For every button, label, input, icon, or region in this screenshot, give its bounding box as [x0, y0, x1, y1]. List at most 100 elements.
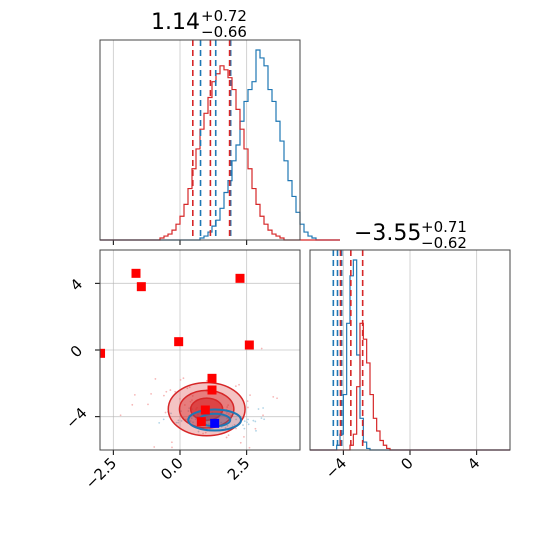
scatter-sample-dot: [257, 408, 260, 410]
scatter-ticklabel-y: 4: [67, 275, 86, 294]
scatter-ticklabel-x: −2.5: [82, 454, 120, 492]
scatter-sample-dot: [234, 385, 237, 388]
scatter-sample-dot: [180, 420, 183, 422]
scatter-sample-dot: [189, 420, 192, 422]
scatter-frame: [99, 249, 301, 451]
scatter-sample-dot: [248, 446, 251, 449]
scatter-sample-dot: [186, 387, 189, 390]
scatter-sample-dot: [119, 414, 122, 417]
scatter-sample-dot: [189, 400, 192, 403]
scatter-sample-dot: [220, 421, 223, 424]
scatter-sample-dot: [131, 403, 134, 406]
red-square-marker: [196, 417, 206, 427]
scatter-sample-dot: [182, 377, 185, 380]
scatter-sample-dot: [262, 407, 265, 409]
param1-title-upper: +0.72: [201, 7, 247, 25]
scatter-ticklabel-y: 0: [67, 342, 86, 361]
scatter-sample-dot: [188, 386, 191, 389]
red-square-marker: [100, 348, 106, 358]
hist1-series0-histogram-step: [100, 49, 340, 241]
red-square-marker: [244, 340, 254, 350]
scatter-sample-dot: [228, 413, 230, 415]
param1-title-lower: −0.66: [201, 23, 247, 41]
scatter-sample-dot: [202, 432, 204, 435]
histogram-panel-param1: [99, 39, 340, 245]
scatter-sample-dot: [238, 383, 240, 386]
scatter-sample-dot: [179, 379, 182, 381]
scatter-sample-dot: [242, 424, 244, 426]
scatter-sample-dot: [260, 347, 263, 350]
param2-title-median: −3.55: [354, 221, 421, 246]
scatter-sample-dot: [208, 423, 210, 425]
scatter-sample-dot: [254, 420, 257, 423]
param1-title: 1.14 +0.72 −0.66: [151, 7, 247, 41]
scatter-sample-dot: [191, 394, 194, 397]
scatter-sample-dot: [252, 419, 255, 422]
scatter-sample-dot: [243, 427, 246, 430]
scatter-sample-dot: [226, 424, 229, 427]
scatter-sample-dot: [179, 397, 181, 400]
scatter-sample-dot: [262, 414, 264, 417]
histogram-panel-param2: −4 0 4: [309, 249, 511, 482]
scatter-sample-dot: [194, 418, 197, 421]
scatter-sample-dot: [170, 441, 173, 444]
scatter-sample-dot: [272, 395, 275, 398]
hist1-series1-histogram-step: [100, 65, 340, 241]
scatter-sample-dot: [171, 446, 173, 449]
scatter-sample-dot: [225, 436, 228, 439]
scatter-ticklabel-y: −4: [62, 404, 90, 432]
scatter-sample-dot: [247, 423, 250, 426]
scatter-sample-dot: [227, 434, 230, 437]
scatter-sample-dot: [194, 464, 196, 466]
red-square-marker: [207, 385, 217, 395]
scatter-sample-dot: [163, 394, 165, 397]
param2-title-upper: +0.71: [421, 218, 467, 236]
hist2-ticklabel-x: 4: [464, 454, 483, 473]
scatter-sample-dot: [187, 410, 190, 412]
scatter-sample-dot: [276, 397, 278, 400]
scatter-sample-dot: [158, 421, 161, 424]
scatter-sample-dot: [322, 408, 324, 410]
scatter-sample-dot: [227, 404, 230, 407]
scatter-sample-dot: [247, 418, 249, 421]
scatter-sample-dot: [147, 403, 149, 406]
scatter-sample-dot: [177, 421, 180, 424]
scatter-sample-dot: [164, 411, 167, 414]
red-square-marker: [200, 405, 210, 415]
hist2-ticklabel-x: −4: [322, 454, 350, 482]
scatter-sample-dot: [197, 430, 200, 433]
scatter-sample-dot: [239, 441, 242, 444]
scatter-sample-dot: [192, 421, 194, 424]
scatter-sample-dot: [243, 436, 245, 438]
scatter-sample-dot: [246, 400, 249, 402]
scatter-contour-panel: −2.5 0.0 2.5 4 0 −4: [62, 249, 324, 502]
scatter-sample-dot: [190, 417, 193, 420]
scatter-sample-dot: [226, 417, 228, 420]
scatter-sample-dot: [175, 421, 178, 424]
scatter-sample-dot: [165, 390, 168, 393]
red-square-marker: [131, 268, 141, 278]
scatter-inner: [100, 268, 324, 502]
param2-title-lower: −0.62: [421, 234, 467, 252]
scatter-ticklabel-x: 2.5: [224, 454, 254, 484]
scatter-sample-dot: [233, 424, 236, 426]
scatter-sample-dot: [224, 426, 227, 429]
scatter-sample-dot: [148, 454, 150, 456]
param1-title-median: 1.14: [151, 10, 200, 35]
scatter-sample-dot: [226, 406, 229, 408]
scatter-sample-dot: [247, 406, 249, 409]
scatter-sample-dot: [171, 452, 173, 454]
red-square-marker: [207, 373, 217, 383]
hist1-frame: [99, 39, 301, 241]
scatter-sample-dot: [174, 390, 177, 393]
red-square-marker: [235, 273, 245, 283]
scatter-sample-dot: [263, 418, 266, 421]
scatter-sample-dot: [196, 500, 198, 502]
scatter-sample-dot: [205, 379, 208, 382]
scatter-ticklabel-x: 0.0: [157, 454, 187, 484]
scatter-sample-dot: [188, 407, 191, 410]
scatter-sample-dot: [170, 412, 172, 415]
scatter-sample-dot: [235, 418, 237, 421]
scatter-sample-dot: [133, 393, 136, 396]
